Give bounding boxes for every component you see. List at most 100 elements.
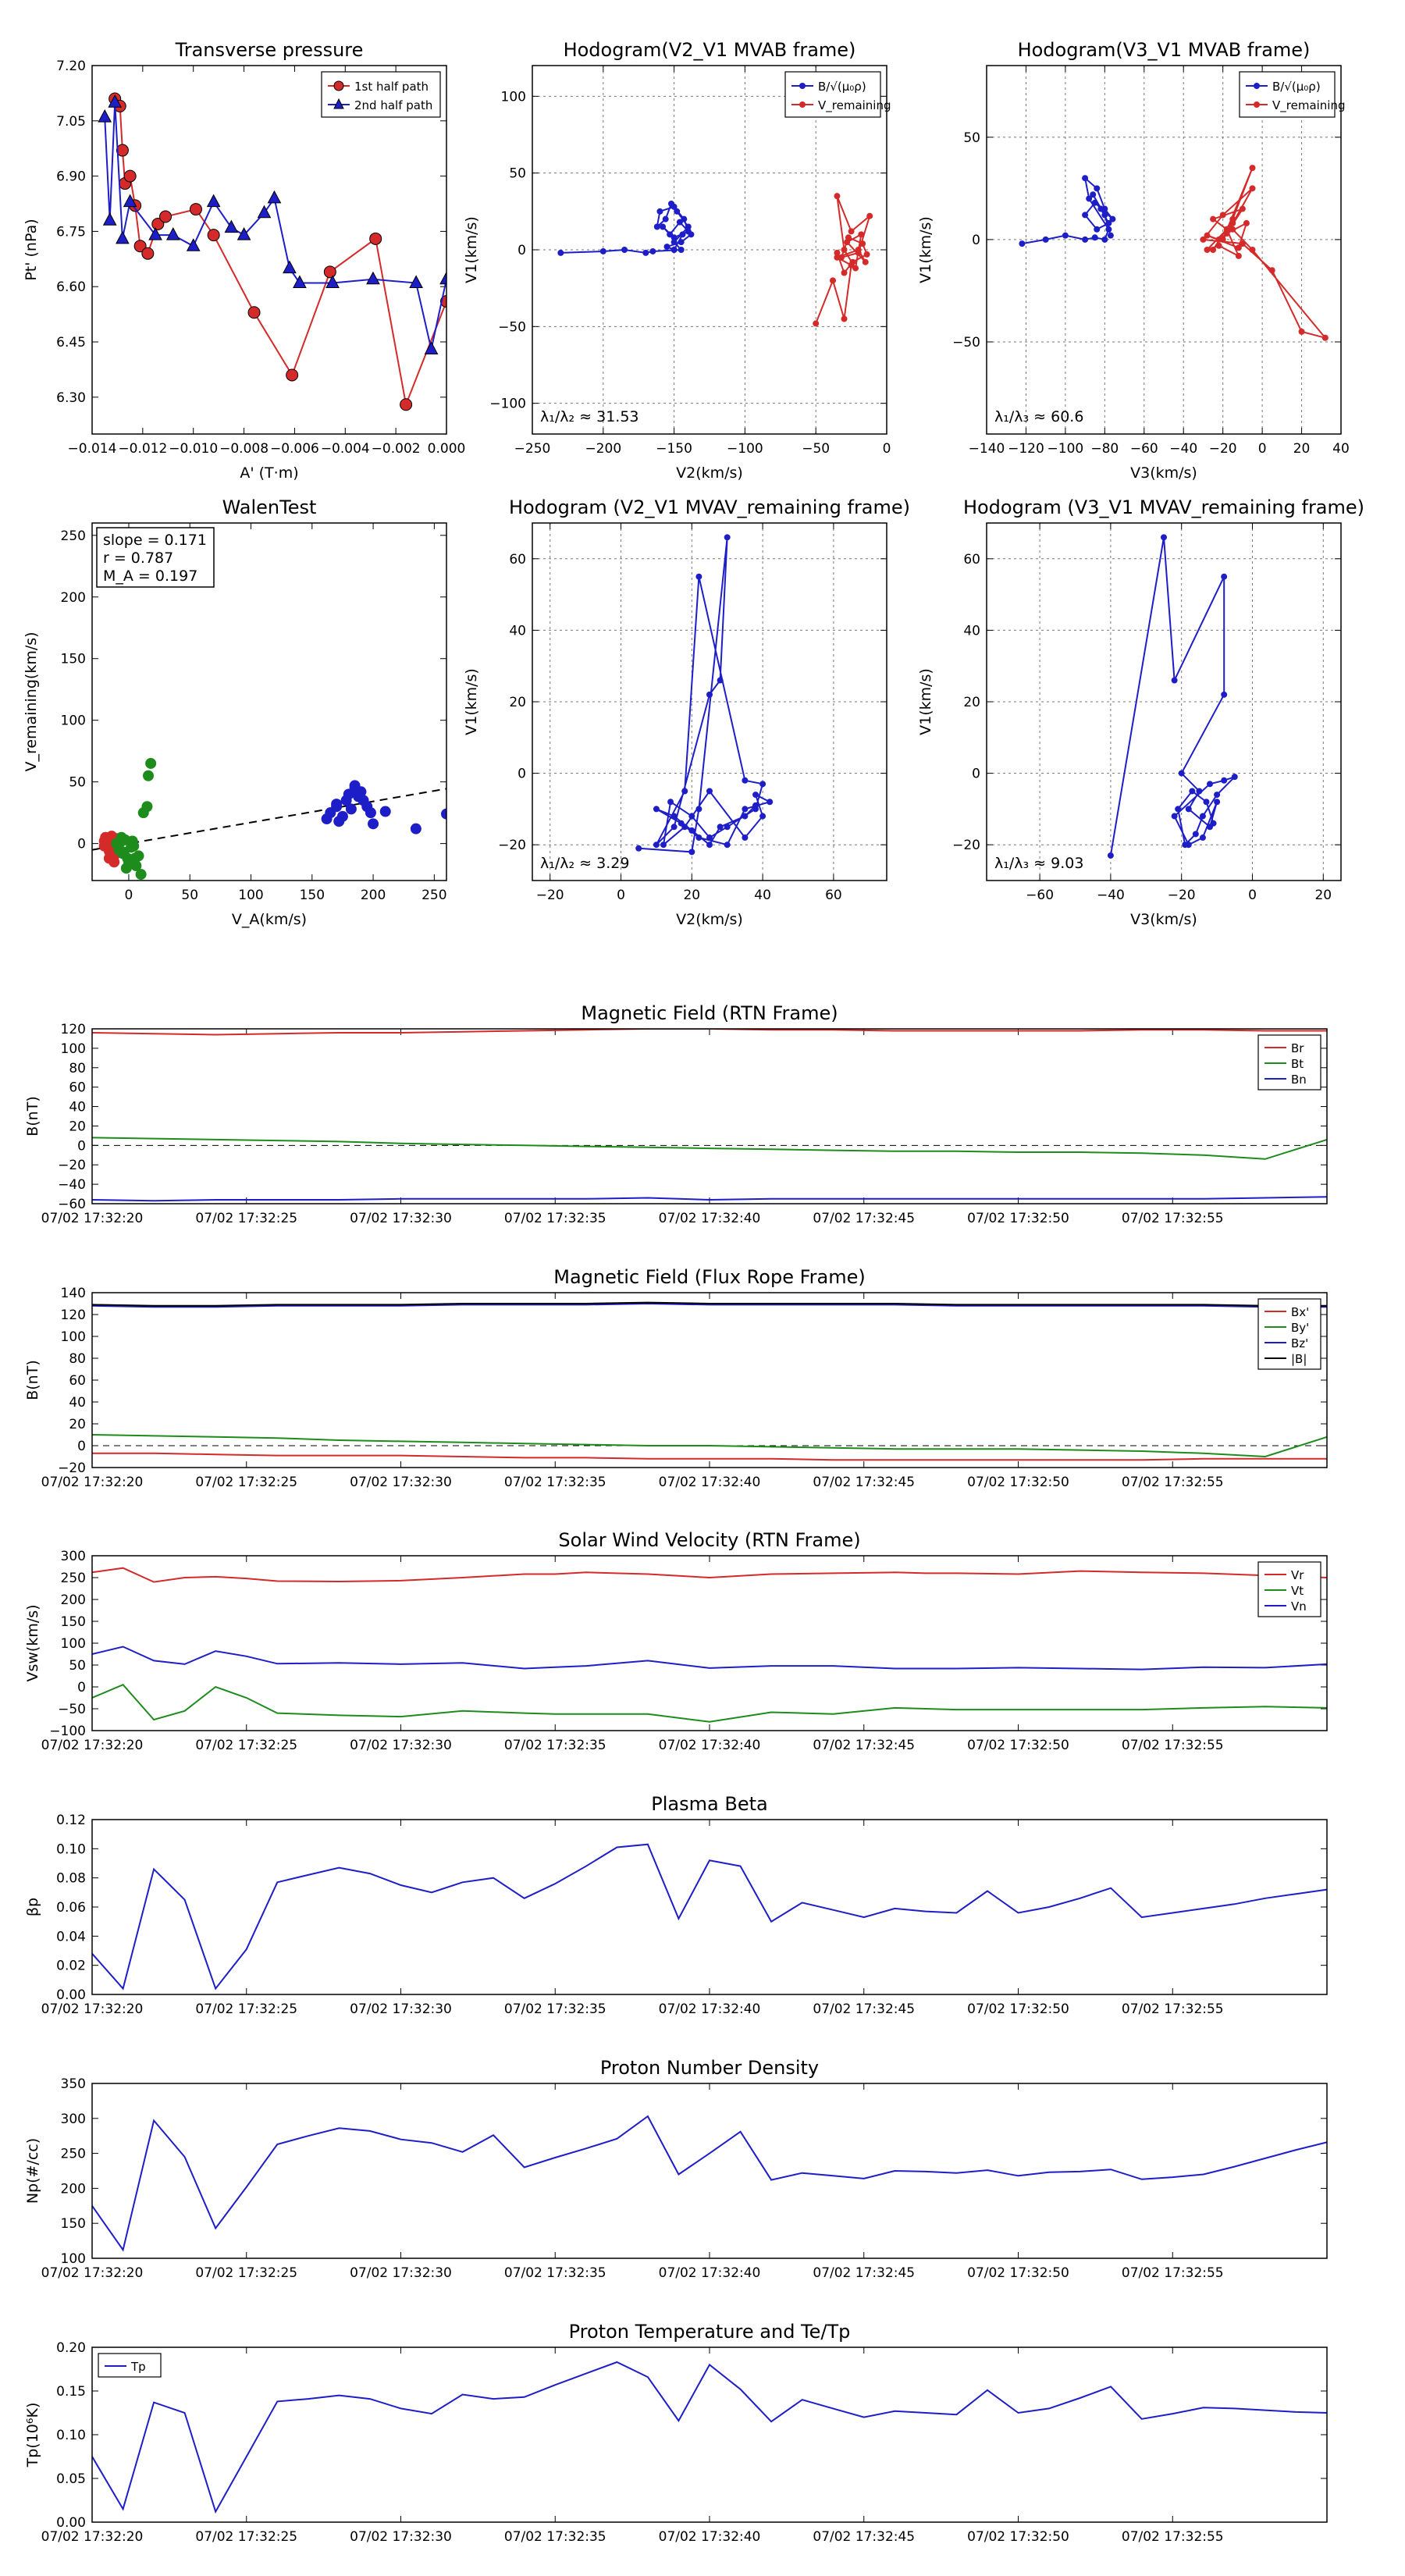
chart-title: Hodogram(V2_V1 MVAB frame) bbox=[564, 39, 856, 61]
x-axis-label: V3(km/s) bbox=[1130, 911, 1197, 928]
chart-walen: WalenTest 0 50 100 150 200 250 0 50 100 150 200 250 V… bbox=[23, 496, 447, 928]
y-tick-label: −20 bbox=[58, 1158, 86, 1173]
x-tick-label: −50 bbox=[802, 441, 830, 457]
marker-dot bbox=[1105, 226, 1112, 233]
legend: Br Bt Bn bbox=[1257, 1034, 1321, 1091]
marker-dot bbox=[1239, 205, 1246, 212]
marker-dot bbox=[670, 239, 678, 246]
marker-dot bbox=[1249, 165, 1256, 172]
y-tick-label: 80 bbox=[69, 1351, 86, 1367]
y-tick-label: −100 bbox=[489, 397, 526, 412]
marker-dot bbox=[838, 254, 845, 261]
x-tick-label: 0.000 bbox=[428, 441, 466, 457]
marker-dot bbox=[1090, 191, 1097, 198]
x-tick-label: −150 bbox=[656, 441, 692, 457]
marker-dot bbox=[1239, 240, 1246, 247]
marker-dot bbox=[841, 269, 848, 276]
y-axis-label: Tp(10⁶K) bbox=[24, 2403, 41, 2468]
plot-frame bbox=[532, 65, 887, 435]
marker-dot bbox=[695, 806, 702, 813]
marker-dot bbox=[1105, 219, 1112, 226]
marker-triangle bbox=[409, 275, 423, 288]
marker-dot bbox=[1249, 247, 1256, 253]
x-tick-label: 07/02 17:32:50 bbox=[967, 2529, 1069, 2545]
y-tick-label: 50 bbox=[509, 166, 526, 182]
marker-dot bbox=[1042, 236, 1049, 243]
marker-dot bbox=[670, 813, 678, 820]
scatter-point-green bbox=[128, 840, 140, 852]
marker-triangle bbox=[165, 227, 180, 240]
series-line-By' bbox=[92, 1434, 1327, 1458]
marker-dot bbox=[656, 208, 663, 215]
scatter-point-green bbox=[133, 850, 144, 862]
marker-dot bbox=[1214, 799, 1221, 806]
y-tick-label: 60 bbox=[963, 552, 980, 568]
chart-title: Plasma Beta bbox=[651, 1793, 767, 1815]
marker-dot bbox=[681, 788, 688, 795]
marker-dot bbox=[859, 240, 866, 247]
y-tick-label: 60 bbox=[69, 1080, 86, 1096]
marker-circle bbox=[133, 240, 147, 253]
marker-dot bbox=[688, 813, 695, 820]
marker-dot bbox=[724, 824, 731, 831]
marker-dot bbox=[688, 849, 695, 856]
y-tick-label: 50 bbox=[69, 1658, 86, 1674]
marker-circle bbox=[400, 398, 413, 411]
marker-dot bbox=[1086, 195, 1093, 202]
marker-dot bbox=[670, 203, 678, 210]
marker-dot bbox=[706, 788, 713, 795]
x-tick-label: 07/02 17:32:35 bbox=[504, 1738, 606, 1753]
scatter-point-red bbox=[103, 845, 115, 857]
marker-dot bbox=[557, 249, 564, 256]
y-tick-label: 0.04 bbox=[56, 1929, 86, 1944]
legend-label: Bz' bbox=[1291, 1336, 1308, 1350]
x-tick-label: −120 bbox=[1008, 441, 1044, 457]
marker-dot bbox=[670, 247, 678, 253]
y-axis-label: B(nT) bbox=[24, 1360, 41, 1400]
marker-dot bbox=[1161, 534, 1167, 541]
marker-dot bbox=[1204, 247, 1211, 253]
legend: B/√(μ₀ρ) V_remaining bbox=[784, 71, 891, 118]
x-tick-label: 07/02 17:32:35 bbox=[504, 1211, 606, 1226]
x-axis-label: V2(km/s) bbox=[676, 464, 743, 482]
x-tick-label: −20 bbox=[536, 888, 564, 903]
y-tick-label: 6.45 bbox=[56, 335, 86, 350]
data-layer bbox=[92, 1567, 1327, 1723]
y-tick-label: 0.00 bbox=[56, 1987, 86, 2003]
x-tick-label: 07/02 17:32:50 bbox=[967, 1211, 1069, 1226]
chart-title: Hodogram (V2_V1 MVAV_remaining frame) bbox=[509, 496, 910, 518]
marker-dot bbox=[660, 223, 667, 230]
x-tick-label: −20 bbox=[1168, 888, 1196, 903]
legend-label: Vn bbox=[1291, 1599, 1307, 1614]
marker-dot bbox=[1219, 212, 1226, 219]
marker-dot bbox=[676, 219, 683, 226]
marker-circle bbox=[207, 229, 220, 242]
marker-dot bbox=[742, 813, 749, 820]
x-tick-label: 07/02 17:32:20 bbox=[41, 2529, 144, 2545]
marker-triangle bbox=[293, 275, 307, 288]
y-tick-label: −50 bbox=[952, 335, 980, 350]
marker-triangle bbox=[116, 230, 130, 244]
marker-dot bbox=[670, 824, 678, 831]
y-tick-label: 0 bbox=[972, 767, 980, 782]
chart-bfield_fr: Magnetic Field (Flux Rope Frame) 07/02 17… bbox=[24, 1266, 1328, 1490]
y-tick-label: 150 bbox=[61, 652, 86, 667]
x-tick-label: 0 bbox=[617, 888, 625, 903]
marker-dot bbox=[706, 691, 713, 698]
series-line-V bbox=[1109, 537, 1236, 856]
x-axis-label: A' (T·m) bbox=[240, 464, 298, 482]
series-line-Tp bbox=[92, 2361, 1327, 2514]
y-tick-label: 0 bbox=[972, 233, 980, 248]
x-tick-label: 07/02 17:32:25 bbox=[195, 1738, 297, 1753]
x-tick-label: 07/02 17:32:25 bbox=[195, 2001, 297, 2017]
y-axis-label: βp bbox=[24, 1898, 41, 1916]
marker-dot bbox=[599, 247, 606, 254]
plot-frame bbox=[91, 1555, 1328, 1731]
y-tick-label: 150 bbox=[61, 1614, 86, 1630]
y-tick-label: 0 bbox=[77, 837, 86, 852]
marker-dot bbox=[1221, 691, 1228, 698]
x-tick-label: 07/02 17:32:35 bbox=[504, 2001, 606, 2017]
scatter-point-red bbox=[108, 856, 120, 868]
marker-dot bbox=[1321, 334, 1329, 341]
